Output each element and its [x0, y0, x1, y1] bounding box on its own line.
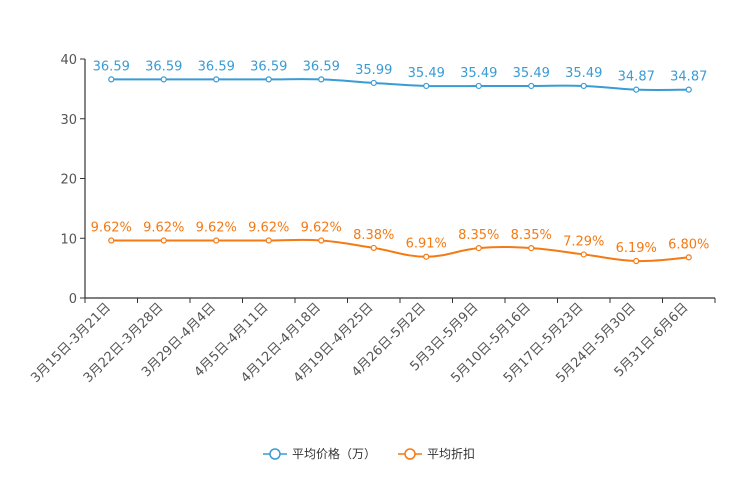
data-label: 36.59 [145, 59, 182, 74]
data-point[interactable] [160, 76, 167, 83]
data-point[interactable] [580, 82, 587, 90]
data-point[interactable] [633, 86, 640, 93]
data-label: 6.19% [616, 241, 657, 256]
data-point[interactable] [108, 237, 115, 244]
data-point[interactable] [685, 254, 692, 261]
data-point[interactable] [265, 76, 272, 83]
y-tick-label: 0 [69, 292, 77, 307]
data-label: 7.29% [563, 234, 604, 249]
axes: 0 10 20 30 40 [60, 53, 716, 307]
x-axis-labels: 3月15日-3月21日3月22日-3月28日3月29日-4月4日4月5日-4月1… [28, 300, 691, 386]
data-point[interactable] [370, 79, 377, 87]
data-label: 9.62% [196, 221, 237, 236]
data-point[interactable] [685, 86, 692, 93]
data-labels: 36.59 36.59 36.59 36.59 36.59 35.99 35.49 35.49… [91, 59, 710, 256]
data-point[interactable] [475, 82, 482, 90]
data-label: 36.59 [198, 59, 235, 74]
data-label: 8.35% [511, 228, 552, 243]
data-point[interactable] [160, 237, 167, 244]
data-point[interactable] [423, 253, 430, 260]
data-point[interactable] [633, 257, 640, 265]
series-line-0 [111, 78, 689, 91]
data-point[interactable] [213, 76, 220, 83]
y-tick-label: 20 [60, 173, 77, 188]
data-label: 35.49 [408, 66, 445, 81]
data-point[interactable] [318, 76, 325, 83]
data-label: 9.62% [91, 221, 132, 236]
legend-label: 平均折扣 [427, 446, 475, 461]
data-label: 9.62% [143, 221, 184, 236]
data-point[interactable] [213, 237, 220, 244]
data-point[interactable] [370, 244, 377, 252]
y-tick-label: 30 [60, 113, 77, 128]
data-point[interactable] [108, 76, 115, 83]
data-point[interactable] [265, 237, 272, 244]
data-label: 35.99 [355, 63, 392, 78]
data-label: 9.62% [301, 221, 342, 236]
legend-marker-icon [404, 448, 416, 460]
data-label: 35.49 [565, 66, 602, 81]
data-label: 6.91% [406, 237, 447, 252]
data-label: 36.59 [93, 59, 130, 74]
data-label: 34.87 [618, 70, 655, 85]
series-lines [108, 76, 692, 265]
y-tick-label: 40 [60, 53, 77, 68]
data-label: 36.59 [303, 59, 340, 74]
series-line-1 [111, 238, 689, 263]
data-label: 35.49 [460, 66, 497, 81]
data-label: 36.59 [250, 59, 287, 74]
data-point[interactable] [528, 82, 535, 90]
legend[interactable]: 平均价格（万） 平均折扣 [263, 446, 475, 461]
data-label: 8.35% [458, 228, 499, 243]
data-label: 6.80% [668, 237, 709, 252]
data-label: 8.38% [353, 228, 394, 243]
legend-marker-icon [269, 448, 281, 460]
legend-item-1[interactable]: 平均折扣 [398, 446, 475, 461]
legend-label: 平均价格（万） [292, 446, 376, 461]
legend-item-0[interactable]: 平均价格（万） [263, 446, 376, 461]
y-tick-label: 10 [60, 232, 77, 247]
data-point[interactable] [475, 245, 482, 252]
data-point[interactable] [423, 82, 430, 90]
data-label: 9.62% [248, 221, 289, 236]
data-label: 35.49 [513, 66, 550, 81]
data-point[interactable] [318, 237, 325, 244]
data-point[interactable] [580, 251, 587, 258]
data-label: 34.87 [670, 70, 707, 85]
data-point[interactable] [528, 245, 535, 252]
